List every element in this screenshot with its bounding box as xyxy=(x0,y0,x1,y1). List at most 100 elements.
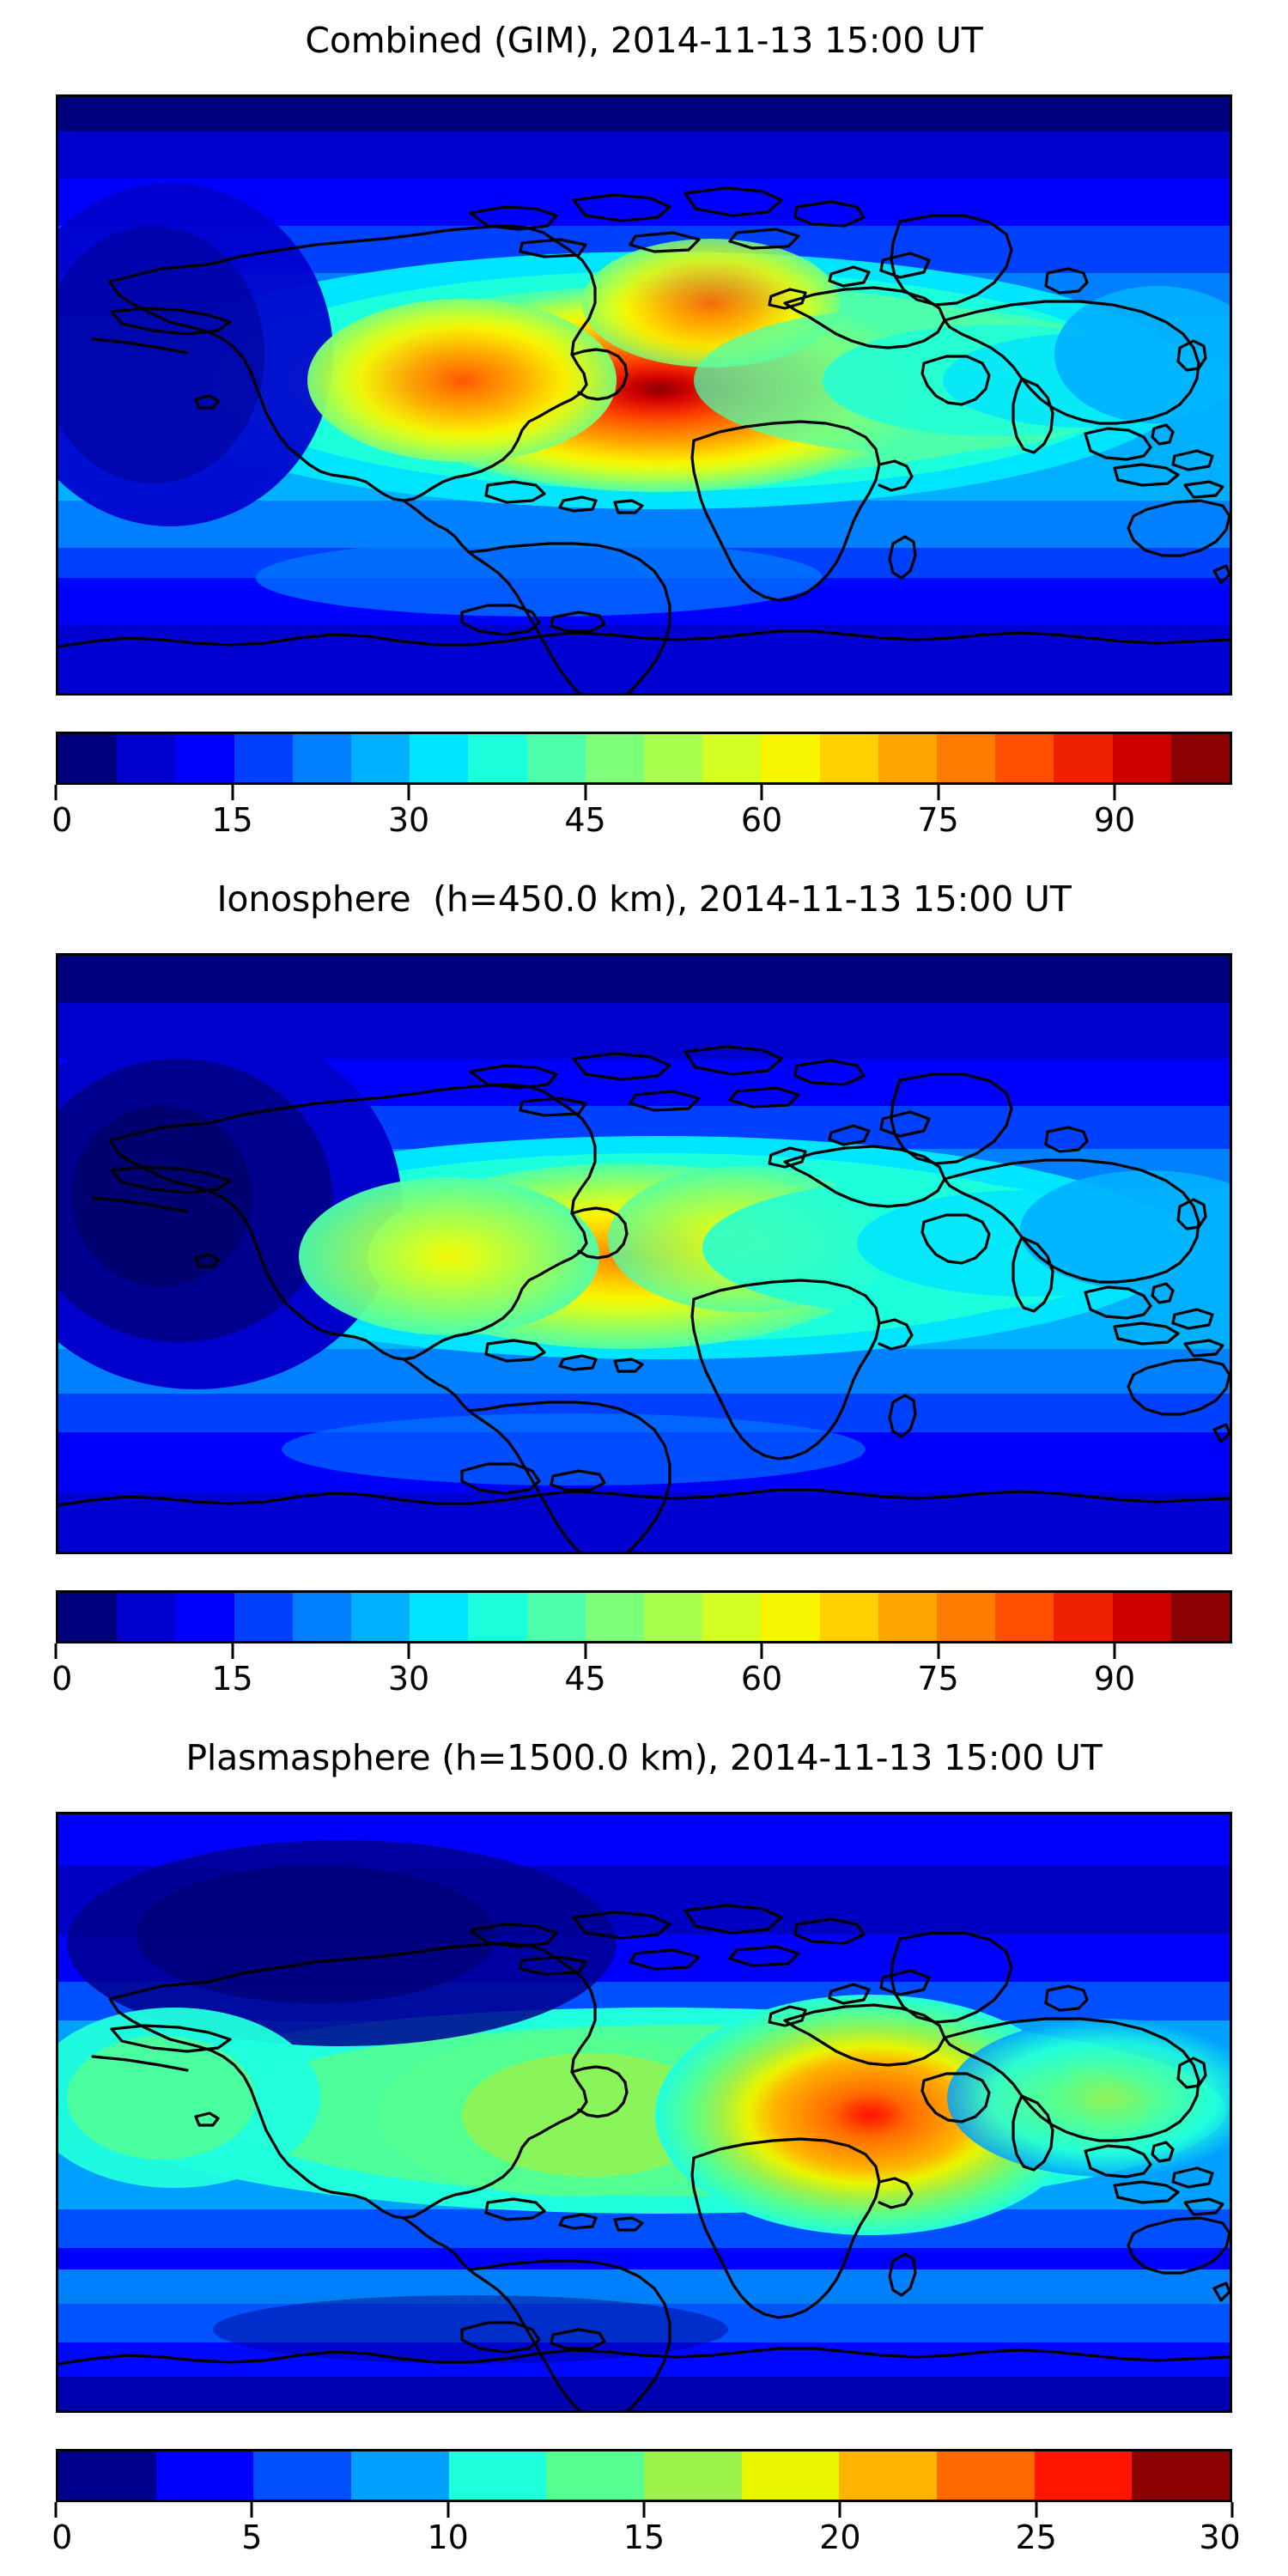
colorbar-band xyxy=(1034,2451,1133,2500)
colorbar-tick xyxy=(584,1643,586,1659)
map-svg-ionosphere xyxy=(58,956,1230,1552)
colorbar-tick xyxy=(642,2502,646,2518)
colorbar-band xyxy=(58,2451,156,2500)
colorbar-band xyxy=(253,2451,352,2500)
colorbar-band xyxy=(117,1593,176,1641)
colorbar-tick-label: 0 xyxy=(52,1660,73,1698)
colorbar-tick xyxy=(584,785,586,800)
colorbar-tick-label: 75 xyxy=(917,1660,959,1698)
colorbar-band xyxy=(1170,734,1230,782)
colorbar-band xyxy=(546,2451,645,2500)
panel-combined-gim: Combined (GIM), 2014-11-13 15:00 UT xyxy=(0,19,1288,62)
colorbar-band xyxy=(351,2451,449,2500)
colorbar-tick xyxy=(937,1643,939,1659)
panel-plasmasphere: Plasmasphere (h=1500.0 km), 2014-11-13 1… xyxy=(0,1736,1288,1779)
map-svg-plasmasphere xyxy=(58,1814,1230,2410)
colorbar-band xyxy=(526,734,586,782)
colorbar-tick xyxy=(937,785,939,800)
colorbar-tick-label: 45 xyxy=(564,1660,606,1698)
colorbar-band xyxy=(702,1593,762,1641)
colorbar-tick-label: 25 xyxy=(1015,2518,1057,2556)
colorbar-tick-label: 75 xyxy=(917,801,959,839)
colorbar-tick-label: 0 xyxy=(52,2518,73,2556)
colorbar-tick xyxy=(447,2502,450,2518)
colorbar-band xyxy=(995,734,1054,782)
colorbar-tick xyxy=(1230,2502,1234,2518)
colorbar-band xyxy=(1112,734,1171,782)
colorbar-band xyxy=(702,734,762,782)
colorbar-tick xyxy=(407,785,410,800)
colorbar-band xyxy=(1054,734,1113,782)
panel-title-ionosphere: Ionosphere (h=450.0 km), 2014-11-13 15:0… xyxy=(216,878,1072,920)
colorbar-tick xyxy=(54,785,58,800)
map-ionosphere xyxy=(56,953,1232,1554)
colorbar-combined-gim: 0 15 30 45 60 75 90 xyxy=(52,732,1232,845)
colorbar-tick xyxy=(838,2502,841,2518)
colorbar-tick-label: 90 xyxy=(1093,801,1136,839)
colorbar-tick xyxy=(1035,2502,1038,2518)
colorbar-tick-label: 30 xyxy=(1199,2518,1241,2556)
colorbar-band xyxy=(58,734,118,782)
colorbar-tick xyxy=(231,785,234,800)
colorbar-band xyxy=(585,1593,645,1641)
colorbar-band xyxy=(937,734,996,782)
colorbar-tick xyxy=(407,1643,410,1659)
colorbar-tick xyxy=(250,2502,253,2518)
colorbar-band xyxy=(351,1593,410,1641)
colorbar-tick-label: 20 xyxy=(819,2518,861,2556)
colorbar-axis-2: 0 15 30 45 60 75 90 xyxy=(52,1643,1232,1704)
colorbar-band xyxy=(761,734,820,782)
colorbar-tick xyxy=(760,785,763,800)
colorbar-band xyxy=(761,1593,820,1641)
colorbar-tick-label: 45 xyxy=(564,801,606,839)
colorbar-band xyxy=(819,1593,878,1641)
colorbar-gradient-1 xyxy=(56,732,1232,785)
colorbar-gradient-3 xyxy=(56,2449,1232,2502)
colorbar-band xyxy=(1054,1593,1113,1641)
colorbar-band xyxy=(526,1593,586,1641)
panel-title-plasmasphere: Plasmasphere (h=1500.0 km), 2014-11-13 1… xyxy=(185,1737,1103,1778)
colorbar-band xyxy=(937,1593,996,1641)
colorbar-band xyxy=(234,734,293,782)
colorbar-band xyxy=(351,734,410,782)
coastlines xyxy=(58,1904,1230,2410)
colorbar-tick-label: 30 xyxy=(387,1660,430,1698)
colorbar-tick xyxy=(1113,1643,1116,1659)
colorbar-band xyxy=(468,1593,527,1641)
colorbar-band xyxy=(468,734,527,782)
colorbar-ionosphere: 0 15 30 45 60 75 90 xyxy=(52,1590,1232,1704)
colorbar-tick-label: 15 xyxy=(211,1660,253,1698)
map-combined-gim xyxy=(56,94,1232,696)
colorbar-tick xyxy=(760,1643,763,1659)
colorbar-tick xyxy=(54,2502,58,2518)
colorbar-band xyxy=(292,734,352,782)
colorbar-tick-label: 90 xyxy=(1093,1660,1136,1698)
coastlines xyxy=(58,186,1230,693)
colorbar-band xyxy=(937,2451,1035,2500)
colorbar-band xyxy=(234,1593,293,1641)
colorbar-axis-3: 0 5 10 15 20 25 30 xyxy=(52,2502,1241,2562)
colorbar-tick-label: 5 xyxy=(241,2518,263,2556)
colorbar-band xyxy=(175,1593,234,1641)
colorbar-band xyxy=(741,2451,840,2500)
colorbar-band xyxy=(644,2451,742,2500)
colorbar-band xyxy=(410,1593,469,1641)
colorbar-band xyxy=(995,1593,1054,1641)
colorbar-band xyxy=(644,734,703,782)
colorbar-band xyxy=(644,1593,703,1641)
colorbar-gradient-2 xyxy=(56,1590,1232,1643)
colorbar-band xyxy=(448,2451,547,2500)
colorbar-tick xyxy=(54,1643,58,1659)
colorbar-axis-1: 0 15 30 45 60 75 90 xyxy=(52,785,1232,845)
colorbar-tick xyxy=(231,1643,234,1659)
coastlines xyxy=(58,1045,1230,1552)
colorbar-plasmasphere: 0 5 10 15 20 25 30 xyxy=(52,2449,1241,2562)
colorbar-band xyxy=(1112,1593,1171,1641)
map-svg-combined-gim xyxy=(58,97,1230,693)
map-plasmasphere xyxy=(56,1812,1232,2413)
colorbar-band xyxy=(878,734,938,782)
colorbar-tick-label: 60 xyxy=(740,1660,783,1698)
colorbar-band xyxy=(58,1593,118,1641)
colorbar-band xyxy=(292,1593,352,1641)
